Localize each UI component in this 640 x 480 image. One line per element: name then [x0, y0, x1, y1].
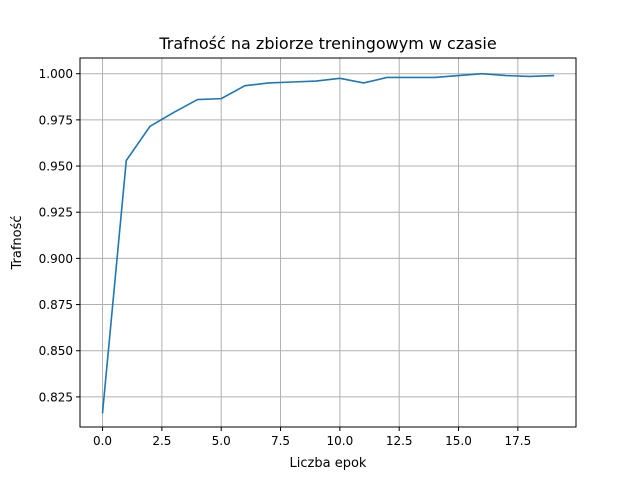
y-tick-label: 0.850 [39, 344, 73, 358]
x-tick-label: 7.5 [271, 434, 290, 448]
grid-lines [80, 58, 576, 427]
x-tick-label: 17.5 [504, 434, 531, 448]
y-tick-label: 0.875 [39, 298, 73, 312]
x-tick-label: 12.5 [386, 434, 413, 448]
y-axis: 0.825 0.850 0.875 0.900 0.925 0.950 0.975 1.000 [39, 67, 80, 404]
y-tick-label: 0.900 [39, 252, 73, 266]
chart-title: Trafność na zbiorze treningowym w czasie [158, 34, 496, 53]
x-axis: 0.0 2.5 5.0 7.5 10.0 12.5 15.0 17.5 [93, 427, 531, 448]
y-tick-label: 0.950 [39, 160, 73, 174]
x-tick-label: 2.5 [152, 434, 171, 448]
x-tick-label: 0.0 [93, 434, 112, 448]
x-tick-label: 10.0 [327, 434, 354, 448]
y-tick-label: 1.000 [39, 67, 73, 81]
y-tick-label: 0.975 [39, 113, 73, 127]
accuracy-series-line [101, 72, 555, 414]
x-tick-label: 5.0 [212, 434, 231, 448]
series-layer [101, 72, 555, 414]
plot-frame [79, 57, 577, 428]
y-axis-label: Trafność [10, 215, 25, 270]
x-axis-label: Liczba epok [290, 456, 367, 471]
y-tick-label: 0.925 [39, 206, 73, 220]
y-tick-label: 0.825 [39, 390, 73, 404]
x-tick-label: 15.0 [445, 434, 472, 448]
